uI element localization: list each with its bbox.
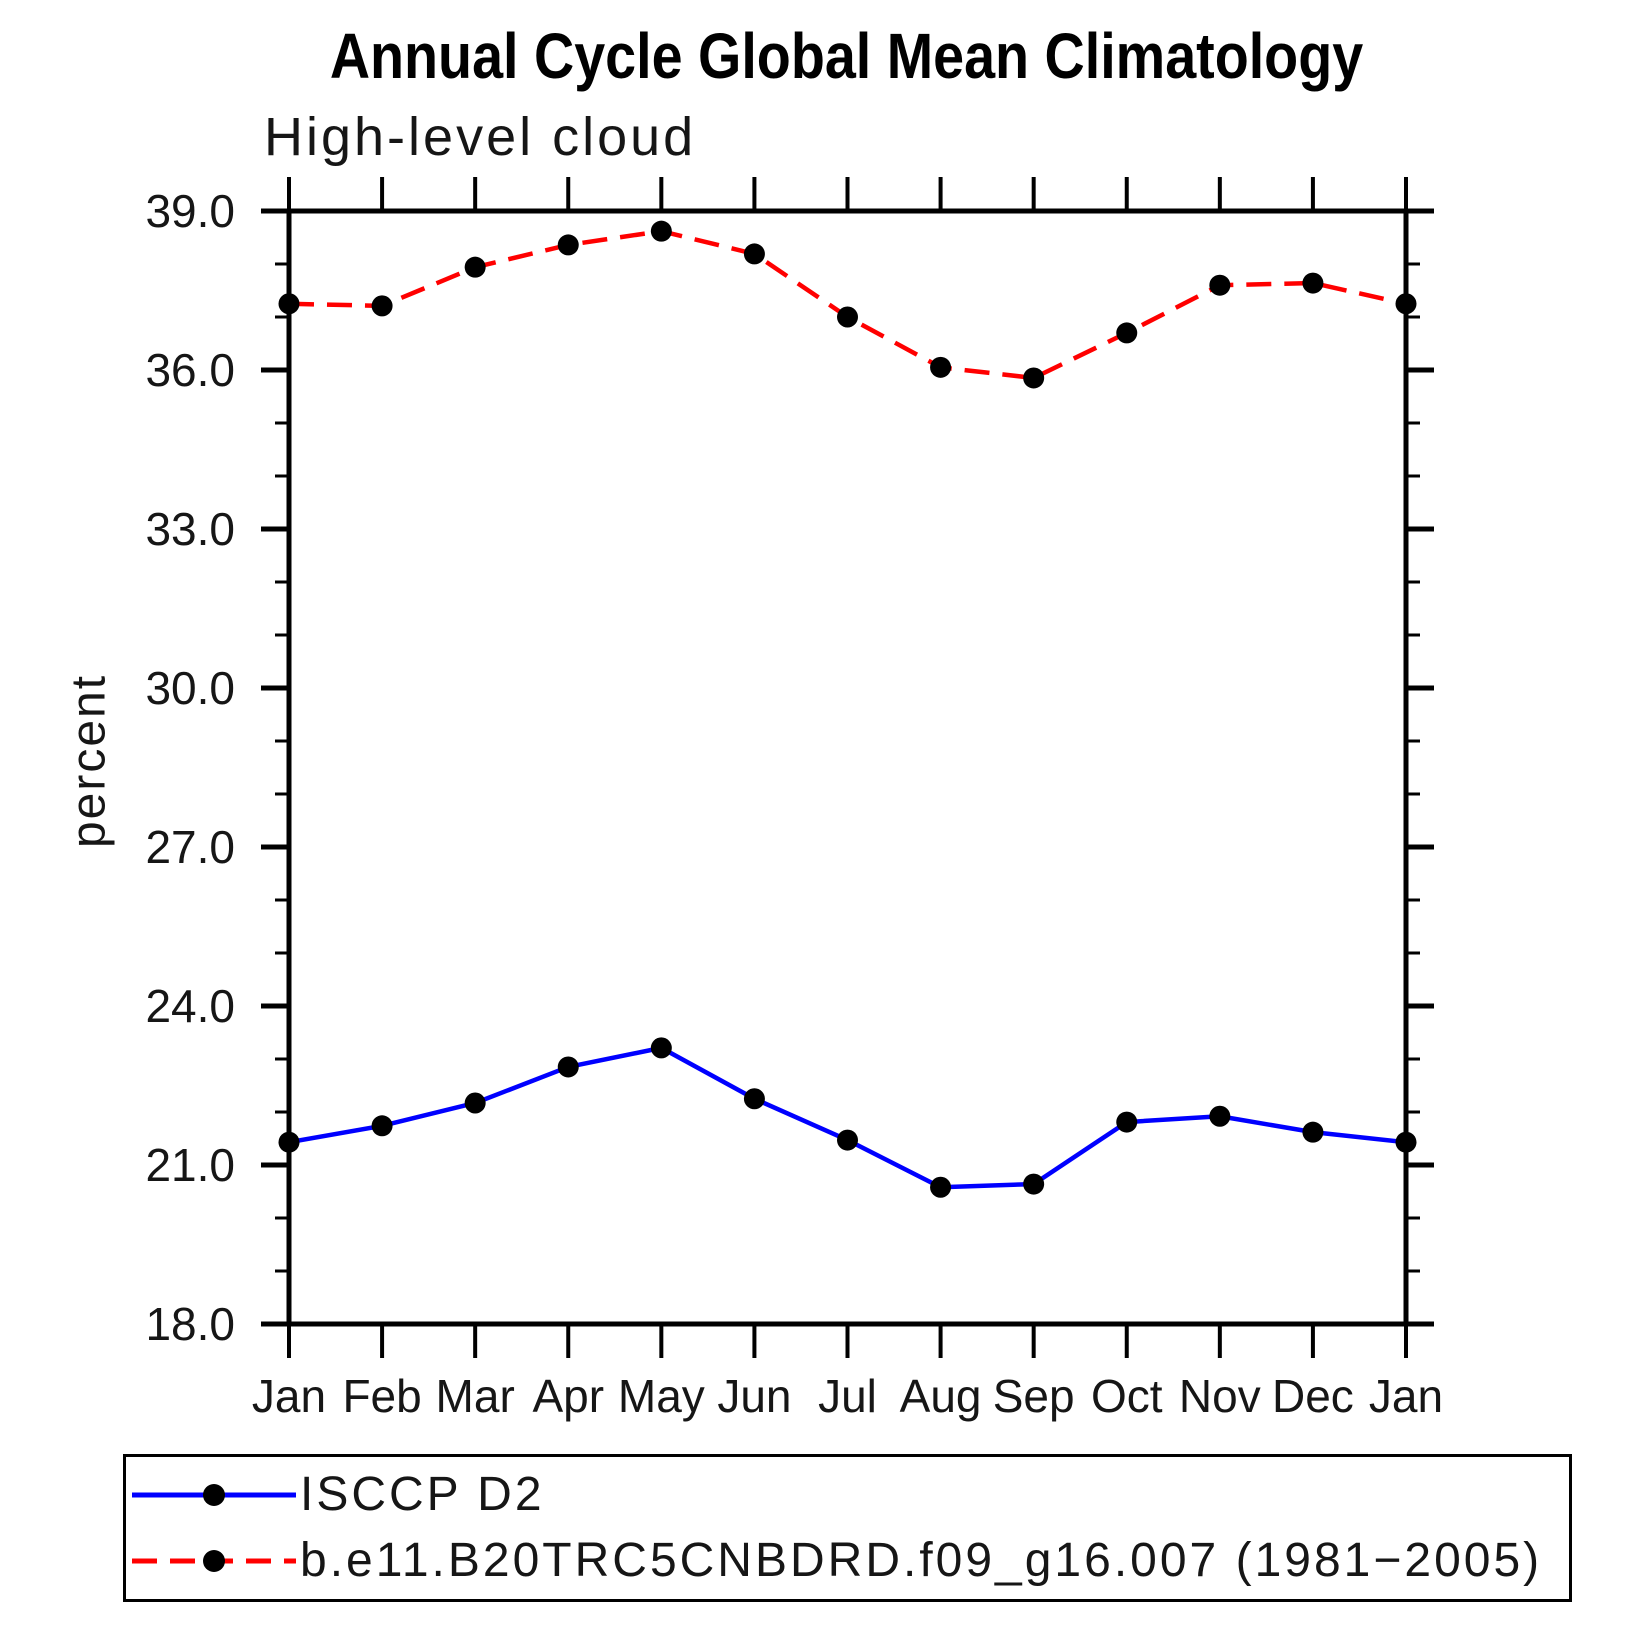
y-tick-label: 24.0: [145, 980, 235, 1032]
data-point: [1209, 274, 1231, 296]
x-tick-label: May: [618, 1370, 705, 1422]
y-tick-label: 21.0: [145, 1139, 235, 1191]
y-tick-label: 36.0: [145, 344, 235, 396]
data-point: [1302, 272, 1324, 294]
series-line-0: [288, 1045, 1407, 1190]
data-point: [837, 1129, 858, 1151]
data-point: [464, 256, 486, 278]
x-tick-label: Apr: [532, 1370, 604, 1422]
data-point: [837, 306, 858, 328]
y-tick-label: 39.0: [145, 185, 235, 237]
legend-swatch-solid-line: [132, 1484, 296, 1506]
y-tick-label: 18.0: [145, 1298, 235, 1350]
x-tick-label: Sep: [993, 1370, 1075, 1422]
data-point: [278, 1131, 300, 1153]
data-point: [371, 295, 393, 317]
data-point: [1395, 1131, 1417, 1153]
x-tick-label: Jul: [818, 1370, 877, 1422]
x-tick-label: Nov: [1179, 1370, 1261, 1422]
legend-label: ISCCP D2: [300, 1468, 545, 1521]
data-point: [1116, 322, 1138, 344]
y-tick-label: 27.0: [145, 821, 235, 873]
data-point: [1395, 293, 1417, 315]
x-tick-label: Aug: [900, 1370, 982, 1422]
data-point: [743, 243, 765, 265]
data-point: [743, 1088, 765, 1110]
data-point: [650, 1037, 672, 1059]
data-point: [930, 356, 952, 378]
data-point: [930, 1176, 952, 1198]
data-point: [1302, 1121, 1324, 1143]
x-tick-label: Mar: [436, 1370, 515, 1422]
data-point: [1209, 1105, 1231, 1127]
data-point: [1023, 1173, 1045, 1195]
legend-item-isccp-d2: ISCCP D2: [130, 1463, 545, 1527]
data-point: [557, 234, 579, 256]
legend-marker-dot: [203, 1550, 225, 1572]
chart-title: Annual Cycle Global Mean Climatology: [329, 20, 1364, 92]
legend-item-model-run: b.e11.B20TRC5CNBDRD.f09_g16.007 (1981−20…: [130, 1529, 1542, 1593]
legend-swatch-dashed-line: [132, 1550, 296, 1572]
plot-frame: [286, 208, 1409, 1327]
legend-marker-dot: [203, 1484, 225, 1506]
data-point: [464, 1092, 486, 1114]
data-point: [557, 1056, 579, 1078]
x-tick-label: Jun: [717, 1370, 791, 1422]
x-tick-label: Feb: [342, 1370, 421, 1422]
series-line-1: [288, 228, 1407, 381]
x-tick-label: Jan: [252, 1370, 326, 1422]
data-point: [371, 1115, 393, 1137]
y-tick-label: 30.0: [145, 662, 235, 714]
data-point: [1116, 1111, 1138, 1133]
x-tick-label: Oct: [1091, 1370, 1163, 1422]
legend-label: b.e11.B20TRC5CNBDRD.f09_g16.007 (1981−20…: [300, 1534, 1543, 1587]
data-point: [1023, 367, 1045, 389]
legend-box: ISCCP D2 b.e11.B20TRC5CNBDRD.f09_g16.007…: [123, 1454, 1572, 1602]
chart-subtitle: High-level cloud: [264, 107, 697, 167]
x-tick-label: Dec: [1272, 1370, 1354, 1422]
y-tick-label: 33.0: [145, 503, 235, 555]
x-tick-label: Jan: [1369, 1370, 1443, 1422]
data-point: [278, 293, 300, 315]
data-point: [650, 220, 672, 242]
